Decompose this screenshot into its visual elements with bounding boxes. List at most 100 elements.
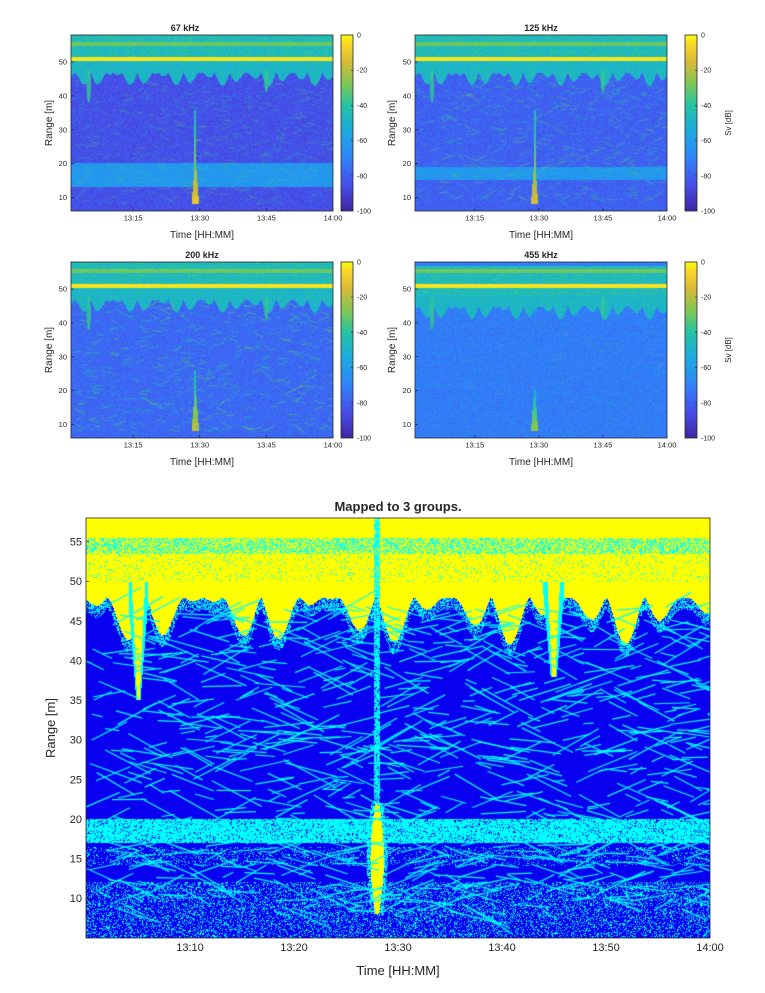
y-tick-label: 50 [70,576,82,588]
y-tick-label: 20 [59,159,67,168]
y-axis: 10 20 30 40 50 [59,285,74,429]
y-tick-label: 10 [70,893,82,905]
colorbar-frame [340,34,354,212]
x-tick-label: 13:20 [280,942,308,954]
y-tick-label: 20 [403,386,411,395]
x-axis: 13:15 13:30 13:45 14:00 [124,435,343,450]
x-axis: 13:15 13:30 13:45 14:00 [465,208,676,223]
colorbar-tick-label: -60 [357,138,367,145]
y-tick-label: 10 [59,420,67,429]
x-tick-label: 14:00 [696,942,724,954]
colorbar-tick-label: -80 [701,173,711,180]
y-tick-label: 55 [70,537,82,549]
y-tick-label: 50 [59,58,67,67]
colorbar-label: Sv [dB] [724,337,733,363]
colorbar-frame [684,261,698,439]
axes-frame [414,261,668,439]
y-tick-label: 40 [70,655,82,667]
x-tick-label: 13:15 [465,441,484,450]
y-tick-label: 30 [59,352,67,361]
colorbar-tick-label: -80 [357,400,367,407]
x-tick-label: 13:30 [384,942,412,954]
colorbar-tick-label: -80 [701,400,711,407]
y-tick-label: 10 [403,193,411,202]
colorbar-tick-label: -100 [357,436,371,443]
colorbar-tick-label: -40 [357,103,367,110]
colorbar-tick-label: -100 [357,209,371,216]
colorbar-tick-label: 0 [357,33,361,40]
x-tick-label: 13:45 [257,441,276,450]
echogram-455khz: 455 kHz 13:15 13:30 13:45 14:00 1020304050 … [387,250,733,468]
y-tick-label: 30 [403,125,411,134]
y-tick-label: 50 [403,285,411,294]
colorbar-tick-label: -60 [357,365,367,372]
x-axis-label: Time [HH:MM] [170,457,234,468]
y-tick-label: 20 [70,814,82,826]
mapped-groups-chart: Mapped to 3 groups. 13:10 13:20 13:30 13:40… [43,499,724,978]
x-axis: 13:15 13:30 13:45 14:00 [124,208,343,223]
x-tick-label: 13:30 [190,214,209,223]
y-axis-label: Range [m] [387,327,398,373]
axes-frame [414,34,668,212]
y-axis: 10 20 30 40 50 [403,285,418,429]
x-tick-label: 14:00 [324,441,343,450]
x-axis: 13:10 13:20 13:30 13:40 13:50 14:00 [176,935,724,954]
x-tick-label: 13:10 [176,942,204,954]
x-axis-label: Time [HH:MM] [509,457,573,468]
colorbar-tick-label: -20 [357,295,367,302]
x-tick-label: 13:45 [257,214,276,223]
colorbar [685,262,697,438]
colorbar [685,35,697,211]
colorbar-ticks: 0 -20 -40 -60 -80 -100 [351,33,371,216]
colorbar-tick-label: -40 [701,103,711,110]
axes-frame [70,34,334,212]
y-tick-label: 15 [70,854,82,866]
colorbar-tick-label: -60 [701,138,711,145]
y-tick-label: 50 [59,285,67,294]
x-axis-label: Time [HH:MM] [509,230,573,241]
x-tick-label: 14:00 [658,441,677,450]
colorbar-tick-label: -20 [701,68,711,75]
echogram-image [71,262,333,438]
echogram-image [415,35,667,211]
x-axis: 13:15 13:30 13:45 14:00 [465,435,676,450]
echogram-image [415,262,667,438]
echogram-67khz: 67 kHz 13:15 13:30 13:45 14:00 10 20 30 40 50 T… [44,23,371,241]
y-axis-label: Range [m] [387,100,398,146]
x-tick-label: 14:00 [324,214,343,223]
x-tick-label: 13:30 [190,441,209,450]
x-tick-label: 13:15 [465,214,484,223]
y-tick-label: 20 [59,386,67,395]
x-tick-label: 13:30 [529,214,548,223]
y-tick-label: 40 [59,92,67,101]
x-tick-label: 13:15 [124,214,143,223]
colorbar-tick-label: -20 [701,295,711,302]
colorbar [341,262,353,438]
colorbar-tick-label: -40 [701,330,711,337]
y-axis: 10 15 20 25 30 35 40 45 50 55 [70,537,89,905]
y-axis-label: Range [m] [44,327,55,373]
x-tick-label: 13:50 [592,942,620,954]
chart-title: 125 kHz [524,23,558,33]
colorbar [341,35,353,211]
y-tick-label: 30 [70,735,82,747]
colorbar-ticks: 0 -20 -40 -60 -80 -100 [351,260,371,443]
colorbar-ticks: 0 -20 -40 -60 -80 -100 [695,33,715,216]
colorbar-tick-label: 0 [701,260,705,267]
x-tick-label: 13:45 [594,214,613,223]
echogram-image [86,518,710,938]
colorbar-frame [340,261,354,439]
chart-title: 67 kHz [171,23,200,33]
chart-title: 455 kHz [524,250,558,260]
x-tick-label: 13:45 [594,441,613,450]
colorbar-tick-label: -40 [357,330,367,337]
y-tick-label: 40 [403,319,411,328]
y-tick-label: 30 [403,352,411,361]
y-tick-label: 10 [59,193,67,202]
x-tick-label: 14:00 [658,214,677,223]
chart-title: 200 kHz [185,250,219,260]
colorbar-tick-label: 0 [357,260,361,267]
x-tick-label: 13:15 [124,441,143,450]
y-axis-label: Range [m] [44,100,55,146]
y-tick-label: 45 [70,616,82,628]
